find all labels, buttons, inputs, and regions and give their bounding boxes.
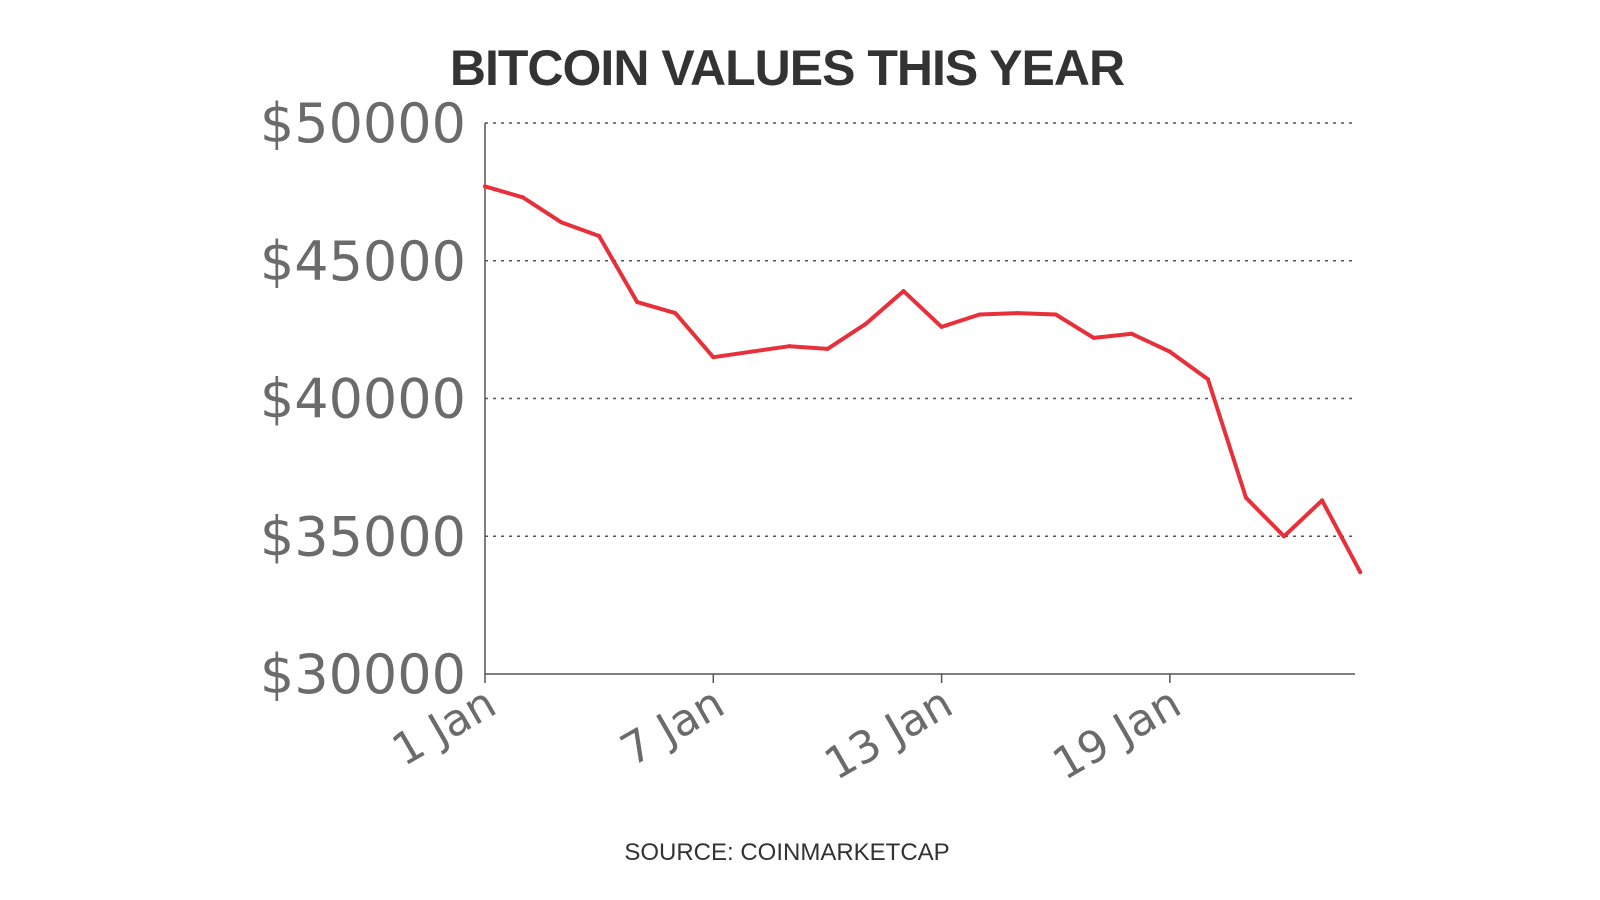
y-tick-label: $40000 — [260, 368, 466, 431]
y-tick-label: $30000 — [260, 643, 466, 706]
x-tick-label: 19 Jan — [1045, 677, 1190, 790]
data-point — [597, 233, 602, 238]
data-point — [1167, 349, 1172, 354]
data-point — [635, 300, 640, 305]
data-point — [559, 220, 564, 225]
axes — [484, 123, 1355, 683]
series-layer — [483, 184, 1363, 575]
data-point — [1244, 495, 1248, 500]
data-point — [521, 195, 526, 200]
gridlines — [485, 122, 1355, 537]
data-point — [711, 355, 716, 360]
y-tick-label: $50000 — [260, 92, 466, 155]
series-line — [483, 184, 1363, 575]
source-label: SOURCE: COINMARKETCAP — [624, 839, 949, 866]
data-point — [673, 311, 678, 316]
data-point — [1053, 312, 1058, 317]
y-tick-label: $45000 — [260, 230, 466, 293]
x-axis-tick-labels: 1 Jan 7 Jan 13 Jan 19 Jan — [384, 677, 1190, 790]
data-point — [863, 322, 868, 327]
y-tick-label: $35000 — [260, 505, 466, 568]
data-point — [1358, 570, 1363, 575]
data-point — [939, 324, 944, 329]
data-point — [1205, 377, 1210, 382]
x-tick-label: 7 Jan — [612, 677, 733, 776]
data-point — [1320, 498, 1325, 503]
data-point — [1282, 534, 1287, 539]
data-point — [901, 289, 906, 294]
x-tick-label: 13 Jan — [816, 677, 961, 790]
y-axis-tick-labels: $50000 $45000 $40000 $35000 $30000 — [260, 92, 466, 706]
chart-title: BITCOIN VALUES THIS YEAR — [450, 40, 1125, 96]
data-point — [787, 344, 792, 349]
data-point — [483, 184, 487, 189]
data-point — [1091, 335, 1096, 340]
data-point — [977, 312, 982, 317]
data-point — [1129, 331, 1134, 336]
data-point — [749, 349, 754, 354]
data-point — [1015, 311, 1020, 316]
data-point — [825, 346, 830, 351]
